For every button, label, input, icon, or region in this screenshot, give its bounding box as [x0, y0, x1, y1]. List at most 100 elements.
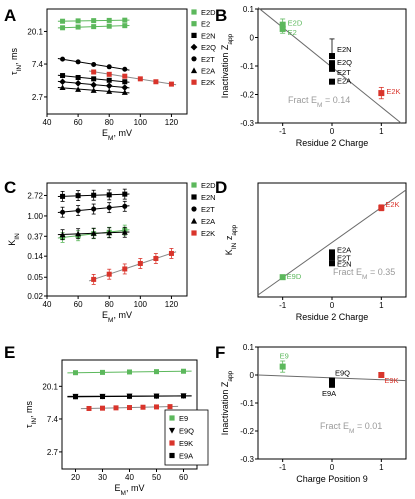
y-axis-label: τIN, ms — [24, 400, 38, 428]
data-point-e9k — [86, 405, 92, 411]
data-point-e2q — [74, 80, 82, 87]
data-point-e2d — [122, 17, 128, 23]
x-tick-label: 60 — [179, 473, 188, 482]
data-point-e2n — [91, 192, 97, 198]
data-point-e2k — [106, 71, 112, 77]
data-point-e2t — [91, 206, 97, 212]
data-point-e2k — [91, 69, 97, 75]
chart-d: -1 0 1 Residue 2 Charge KIN zapp Fract EM = 0… — [224, 182, 407, 322]
data-point-e9a — [100, 394, 105, 400]
data-point-e9 — [181, 368, 186, 374]
legend-label: E2 — [201, 20, 210, 29]
data-point-e9 — [100, 369, 105, 375]
legend-marker — [169, 452, 175, 459]
data-point-e2 — [279, 25, 286, 32]
data-point-e2a — [329, 78, 335, 85]
legend-label: E2K — [201, 229, 215, 238]
y-tick-label: 0 — [250, 371, 255, 380]
series-e2t — [57, 200, 130, 218]
data-point-e2a — [90, 87, 97, 93]
data-point-e9k — [167, 404, 173, 410]
point-label-e2k: E2K — [386, 87, 400, 96]
legend-label: E2K — [201, 78, 215, 87]
data-point-e2k — [137, 76, 143, 82]
panel-letter-f: F — [215, 343, 225, 362]
panel-letter-c: C — [4, 178, 16, 197]
data-point-e2t — [60, 56, 66, 62]
legend-marker — [190, 67, 198, 74]
data-point-e9k — [127, 405, 132, 411]
series-e2k — [88, 248, 177, 285]
data-point-e9a — [154, 393, 159, 399]
data-point-e9 — [73, 370, 78, 376]
x-tick-label: 0 — [330, 463, 335, 472]
point-label-e2n: E2N — [337, 259, 352, 268]
x-axis-label: Residue 2 Charge — [296, 138, 369, 148]
data-point-e2a — [106, 88, 113, 94]
data-point-e2a — [121, 229, 128, 235]
point-label-e2: E2 — [288, 28, 297, 37]
data-point-e2n — [122, 79, 128, 85]
legend-label: E2Q — [201, 43, 216, 52]
y-axis-label: KIN zapp — [224, 224, 238, 255]
point-label-e2a: E2A — [337, 77, 351, 86]
chart-e: 20 30 40 50 60 2.7 7.4 20.1 EM, mV τIN, ms E9 E9Q E9… — [24, 359, 209, 497]
data-point-e2n — [75, 193, 81, 199]
series-e2n — [57, 188, 130, 202]
y-tick-label: -0.3 — [240, 455, 254, 464]
data-point-e2n — [106, 192, 112, 198]
legend-marker — [168, 427, 176, 434]
data-point-e9 — [154, 369, 159, 375]
data-point-e2q — [329, 60, 335, 67]
data-point-e2t — [91, 61, 97, 67]
x-tick-label: -1 — [279, 301, 287, 310]
point-label-e2a: E2A — [337, 245, 351, 254]
data-point-e2n — [60, 193, 66, 199]
data-point-e2q — [105, 82, 113, 90]
x-axis-label: EM, mV — [102, 310, 132, 324]
x-tick-label: 100 — [134, 118, 148, 127]
data-point-e2d — [106, 17, 112, 23]
data-point-e2k — [153, 255, 159, 261]
data-point-e2a — [75, 230, 82, 237]
legend-label: E2N — [201, 193, 216, 202]
data-point-e9a — [329, 381, 335, 388]
data-point-e9a — [73, 394, 78, 400]
point-label-e2n: E2N — [337, 45, 352, 54]
fit-line — [88, 251, 177, 282]
y-tick-label: -0.1 — [240, 62, 254, 71]
x-tick-label: -1 — [279, 127, 287, 136]
legend-marker — [191, 194, 197, 200]
x-tick-label: 100 — [134, 300, 148, 309]
point-label-e9: E9 — [280, 352, 289, 361]
data-point-e9k — [113, 405, 119, 411]
legend-label: E2A — [201, 67, 215, 76]
legend-marker — [191, 56, 197, 62]
legend-label: E2D — [201, 8, 216, 17]
data-point-e2k — [168, 81, 174, 87]
fract-annotation: Fract EM = 0.14 — [288, 95, 350, 109]
x-axis-label: EM, mV — [102, 128, 132, 142]
x-axis-label: EM, mV — [115, 483, 145, 497]
series-e9a — [67, 393, 192, 400]
panel-letter-d: D — [215, 178, 227, 197]
data-point-e2a — [329, 249, 335, 256]
y-axis-label: KIN — [7, 233, 21, 246]
y-tick-label: -0.2 — [240, 427, 254, 436]
data-point-e2k — [378, 204, 385, 211]
y-tick-label: 2.7 — [47, 448, 59, 457]
data-point-e2n — [329, 260, 335, 267]
series-e2d — [57, 17, 130, 24]
data-point-e2d — [91, 18, 97, 24]
data-point-e2n — [60, 73, 66, 79]
data-point-e9q — [329, 377, 335, 384]
legend-marker — [191, 230, 197, 236]
data-point-e2t — [329, 65, 335, 72]
point-label-e2t: E2T — [337, 253, 351, 262]
series-e2n — [57, 73, 130, 85]
data-point-e9a — [181, 393, 186, 399]
x-tick-label: 1 — [379, 301, 384, 310]
legend-a: E2D E2 E2N E2Q E2T E2A E2K — [190, 8, 216, 87]
legend-marker — [169, 440, 175, 446]
